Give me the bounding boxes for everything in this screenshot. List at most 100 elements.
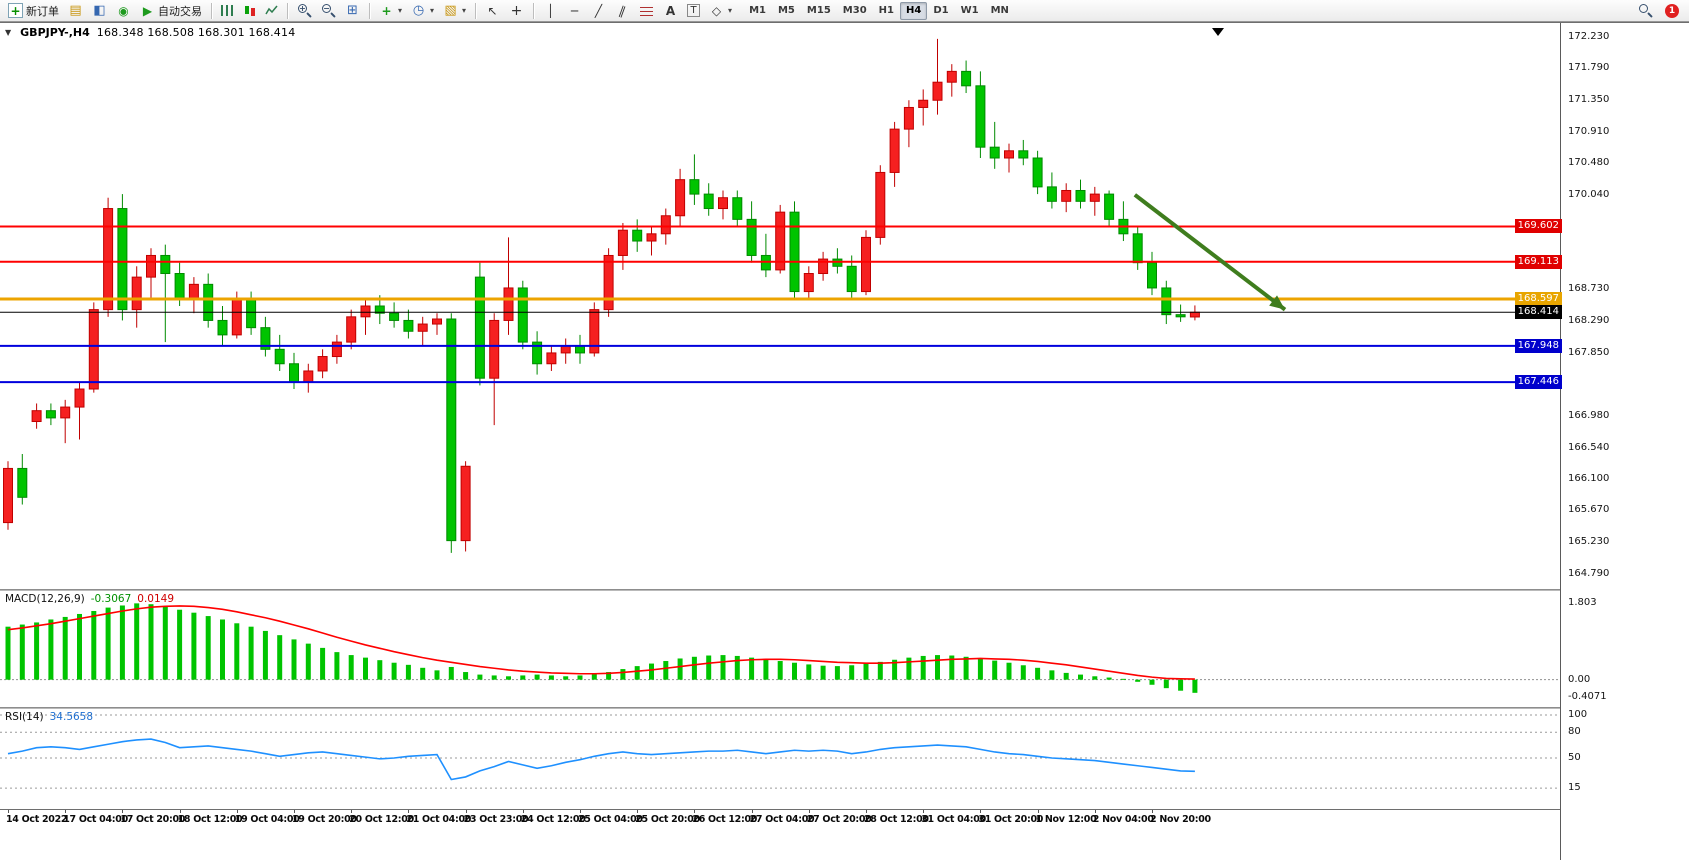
price-badge: 169.602	[1514, 219, 1562, 234]
macd-histogram-bar	[234, 623, 240, 680]
time-axis-label: 25 Oct 20:00	[635, 814, 700, 825]
timeframe-mn[interactable]: MN	[990, 5, 1009, 16]
timeframe-m5[interactable]: M5	[777, 5, 795, 16]
trendline-tool-button[interactable]: ╱	[587, 1, 610, 20]
fibonacci-tool-button[interactable]	[635, 1, 658, 20]
time-axis-tick	[1152, 810, 1153, 813]
auto-trading-icon: ▶	[142, 3, 153, 18]
candle	[1175, 314, 1186, 318]
rsi-name: RSI(14)	[5, 711, 44, 723]
channel-tool-button[interactable]: ∥	[611, 1, 634, 20]
shapes-dropdown-button[interactable]: ◇ ▾	[705, 1, 736, 20]
rsi-line	[7, 738, 1195, 781]
macd-histogram-bar	[649, 663, 654, 680]
timeframe-h4[interactable]: H4	[899, 1, 928, 20]
candle	[246, 298, 257, 329]
macd-histogram-bar	[834, 666, 840, 680]
main-chart-panel[interactable]: ▼ GBPJPY-,H4 168.348 168.508 168.301 168…	[0, 23, 1560, 589]
candle	[45, 410, 56, 419]
price-badge: 168.414	[1514, 305, 1562, 320]
time-axis-label: 17 Oct 04:00	[63, 814, 128, 825]
candlestick-button[interactable]	[239, 1, 260, 20]
candle	[274, 348, 285, 365]
trendline-icon: ╱	[594, 3, 603, 18]
macd-histogram-bar	[1163, 679, 1169, 689]
market-watch-button[interactable]: ◉	[112, 1, 135, 20]
tile-windows-icon: ⊞	[347, 3, 358, 18]
macd-histogram-bar	[363, 657, 368, 680]
search-button[interactable]	[1634, 1, 1657, 20]
timeframe-m30[interactable]: M30	[842, 5, 867, 16]
toolbar-separator	[475, 2, 477, 19]
line-chart-icon	[265, 4, 278, 17]
candle	[746, 218, 757, 256]
candle	[60, 406, 71, 419]
macd-chart[interactable]	[0, 591, 1560, 707]
bar-chart-button[interactable]	[217, 1, 238, 20]
candle	[188, 283, 199, 300]
time-axis-label: 17 Oct 20:00	[120, 814, 186, 825]
candle	[289, 363, 299, 383]
label-tool-button[interactable]: T	[683, 1, 704, 20]
price-axis-label: -0.4071	[1568, 690, 1607, 702]
terminal-button[interactable]: ▤	[64, 1, 87, 20]
time-axis[interactable]: 14 Oct 2022 17 Oct 04:00 17 Oct 20:00 18 Oc…	[0, 809, 1689, 861]
macd-histogram-bar	[19, 624, 25, 680]
vertical-line-tool-button[interactable]: │	[539, 1, 562, 20]
rsi-panel[interactable]: RSI(14) 34.5658	[0, 709, 1560, 809]
trend-arrow	[1133, 193, 1287, 312]
macd-panel[interactable]: MACD(12,26,9) -0.3067 0.0149	[0, 591, 1560, 707]
metaeditor-button[interactable]: ◧	[88, 1, 111, 20]
timeframe-m1[interactable]: M1	[749, 5, 766, 16]
zoom-in-button[interactable]: +	[293, 1, 316, 20]
price-axis[interactable]: 172.230 171.790 171.350 170.910 170.480 170.0…	[1514, 23, 1689, 860]
candle	[918, 99, 929, 108]
auto-trading-button[interactable]: ▶ 自动交易	[136, 1, 206, 20]
notification-badge[interactable]: 1	[1665, 3, 1679, 18]
symbol-dropdown-icon[interactable]: ▼	[5, 28, 12, 37]
candle	[203, 283, 214, 321]
macd-histogram-bar	[434, 670, 440, 680]
new-order-icon: +	[8, 3, 23, 18]
macd-histogram-bar	[334, 652, 340, 680]
cursor-tool-button[interactable]: ↖	[481, 1, 504, 20]
timeframe-h1[interactable]: H1	[878, 5, 894, 16]
channel-icon: ∥	[617, 2, 628, 19]
price-axis-label: 0.00	[1568, 673, 1591, 685]
candle	[31, 410, 42, 423]
time-axis-tick	[694, 810, 696, 813]
zoom-out-button[interactable]: −	[317, 1, 340, 20]
panel-splitter[interactable]	[0, 589, 1689, 591]
panel-splitter[interactable]	[0, 707, 1689, 709]
chevron-down-icon: ▾	[462, 6, 467, 15]
candle	[1004, 150, 1014, 159]
tile-windows-button[interactable]: ⊞	[341, 1, 364, 20]
toolbar-separator	[287, 2, 288, 19]
timeframe-d1[interactable]: D1	[933, 5, 949, 16]
candle	[503, 287, 514, 321]
macd-histogram-bar	[1092, 676, 1098, 680]
macd-histogram-bar	[34, 622, 40, 680]
time-axis-label: 25 Oct 04:00	[578, 814, 643, 825]
crosshair-tool-button[interactable]: +	[505, 1, 528, 20]
templates-button[interactable]: ▧ ▾	[439, 1, 470, 20]
indicators-button[interactable]: + ▾	[375, 1, 406, 20]
horizontal-line-tool-button[interactable]: ─	[563, 1, 586, 20]
new-order-button[interactable]: + 新订单	[4, 1, 63, 20]
line-chart-button[interactable]	[261, 1, 282, 20]
timeframe-w1[interactable]: W1	[960, 5, 979, 16]
candle	[231, 298, 242, 336]
macd-histogram-bar	[148, 604, 154, 680]
candlestick-chart[interactable]	[0, 23, 1560, 589]
periods-button[interactable]: ◷ ▾	[407, 1, 438, 20]
macd-histogram-bar	[849, 665, 855, 680]
macd-histogram-bar	[663, 661, 669, 680]
candle	[517, 287, 528, 343]
macd-histogram-bar	[1049, 670, 1055, 680]
text-tool-button[interactable]: A	[659, 1, 682, 20]
macd-histogram-bar	[691, 656, 697, 680]
rsi-chart[interactable]	[0, 709, 1560, 809]
macd-histogram-bar	[577, 675, 583, 680]
time-axis-tick	[1094, 810, 1096, 813]
timeframe-m15[interactable]: M15	[806, 5, 831, 16]
